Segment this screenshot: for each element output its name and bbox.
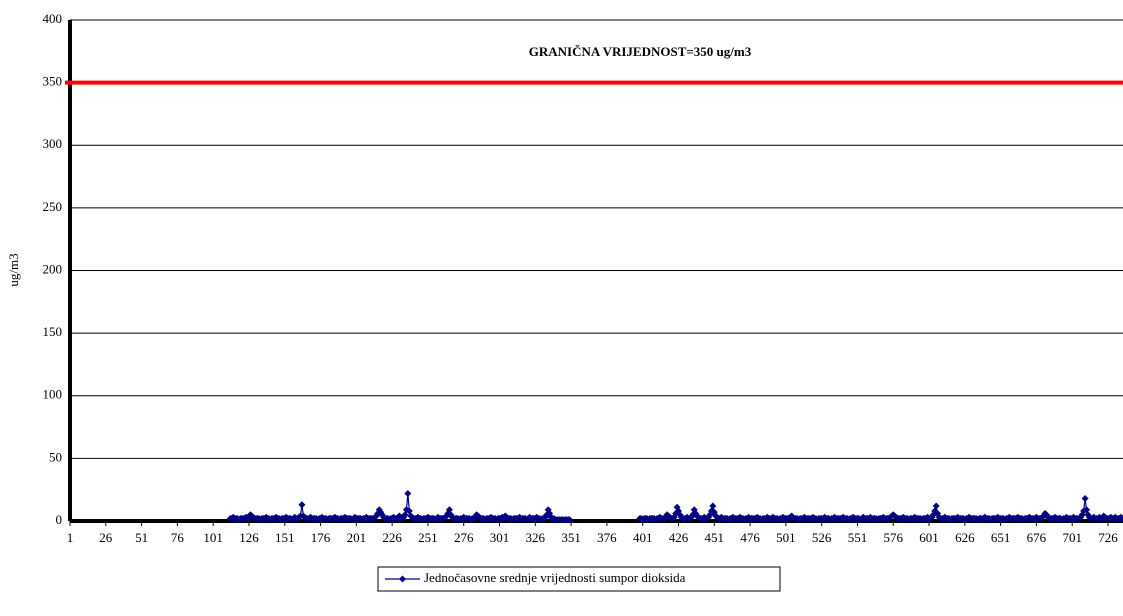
- x-tick-label: 1: [67, 530, 74, 545]
- x-tick-label: 301: [490, 530, 510, 545]
- x-tick-label: 276: [454, 530, 474, 545]
- x-tick-label: 601: [919, 530, 939, 545]
- x-tick-label: 176: [311, 530, 331, 545]
- y-tick-label: 50: [49, 449, 62, 464]
- y-tick-label: 300: [43, 136, 63, 151]
- y-tick-label: 150: [43, 324, 63, 339]
- data-point: [1120, 515, 1123, 522]
- x-tick-label: 26: [99, 530, 113, 545]
- x-tick-label: 201: [347, 530, 367, 545]
- y-tick-label: 100: [43, 387, 63, 402]
- x-tick-label: 351: [561, 530, 581, 545]
- x-tick-label: 251: [418, 530, 438, 545]
- data-point: [298, 501, 306, 509]
- legend-label: Jednočasovne srednje vrijednosti sumpor …: [424, 570, 686, 585]
- y-axis-label: ug/m3: [6, 253, 21, 286]
- x-tick-label: 451: [705, 530, 725, 545]
- x-tick-label: 376: [597, 530, 617, 545]
- legend-box: [377, 566, 781, 592]
- x-tick-label: 576: [883, 530, 903, 545]
- x-tick-label: 526: [812, 530, 832, 545]
- x-tick-label: 701: [1062, 530, 1082, 545]
- y-tick-label: 350: [43, 74, 63, 89]
- x-tick-label: 226: [382, 530, 402, 545]
- x-tick-label: 326: [526, 530, 546, 545]
- y-tick-label: 200: [43, 261, 63, 276]
- x-tick-label: 126: [239, 530, 259, 545]
- legend-marker: [399, 575, 406, 583]
- x-tick-label: 151: [275, 530, 295, 545]
- x-tick-label: 426: [669, 530, 689, 545]
- y-tick-label: 0: [56, 512, 63, 527]
- x-tick-label: 501: [776, 530, 796, 545]
- x-tick-label: 551: [848, 530, 868, 545]
- data-point: [1083, 506, 1091, 514]
- data-point: [401, 511, 409, 519]
- x-tick-label: 401: [633, 530, 653, 545]
- x-tick-label: 76: [171, 530, 185, 545]
- y-tick-label: 250: [43, 199, 63, 214]
- x-tick-label: 651: [991, 530, 1011, 545]
- x-tick-label: 51: [135, 530, 148, 545]
- x-tick-label: 726: [1098, 530, 1118, 545]
- threshold-label: GRANIČNA VRIJEDNOST=350 ug/m3: [529, 44, 752, 59]
- data-point: [1081, 494, 1089, 502]
- data-point: [566, 516, 574, 524]
- data-point: [404, 489, 412, 497]
- y-tick-label: 400: [43, 11, 63, 26]
- x-tick-label: 476: [740, 530, 760, 545]
- x-tick-label: 626: [955, 530, 975, 545]
- x-tick-label: 101: [203, 530, 223, 545]
- data-point: [932, 502, 940, 510]
- data-point: [709, 502, 717, 510]
- data-point: [405, 507, 413, 515]
- x-tick-label: 676: [1027, 530, 1047, 545]
- data-point: [445, 506, 453, 514]
